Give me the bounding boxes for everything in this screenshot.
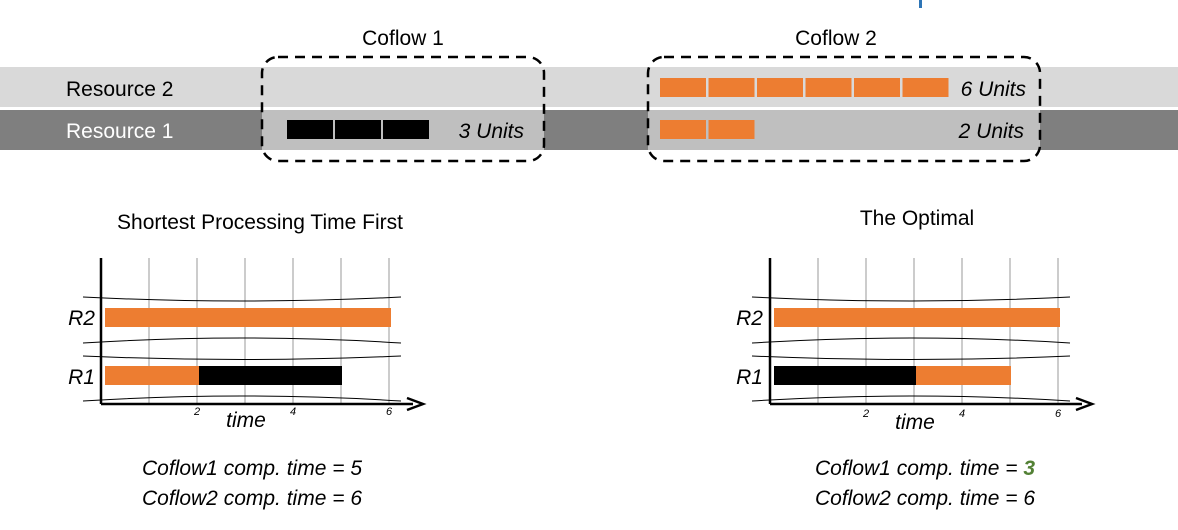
left-result2-prefix: Coflow2 comp. time = [142,487,350,510]
left-r2-label: R2 [68,307,95,330]
row-separator [82,355,402,360]
left-result-coflow2: Coflow2 comp. time = 6 [142,487,362,510]
row-separator [751,337,1071,344]
coflow2-r2-units-label: 6 Units [961,78,1027,101]
unit-block [805,78,852,97]
r2-bar [105,308,391,327]
coflow2-title: Coflow 2 [795,27,877,50]
unit-block [383,120,429,139]
resource2-label: Resource 2 [66,78,173,101]
right-tick-4: 4 [959,408,965,420]
right-result1-prefix: Coflow1 comp. time = [815,457,1023,480]
x-axis-arrowhead [406,396,427,412]
r1-bar [916,366,1011,385]
right-result-coflow2: Coflow2 comp. time = 6 [815,487,1035,510]
coflow2-resource2-units [660,78,949,97]
row-separator [751,296,1071,302]
row-separator [82,395,402,402]
row-separator [751,355,1071,360]
right-schedule-bars [774,308,1060,385]
left-result1-prefix: Coflow1 comp. time = [142,457,350,480]
coflow1-title: Coflow 1 [362,27,444,50]
coflow1-box [260,55,546,163]
right-result2-prefix: Coflow2 comp. time = [815,487,1023,510]
right-result1-value: 3 [1023,457,1035,480]
right-panel-title: The Optimal [860,207,974,230]
row-separator [82,296,402,302]
resource2-band [0,67,1178,107]
left-r1-label: R1 [68,366,95,389]
left-result2-value: 6 [350,487,362,510]
left-time-label: time [226,409,266,432]
r2-bar [774,308,1060,327]
coflow2-box [646,55,1042,163]
left-axes [99,258,427,412]
r1-bar [199,366,342,385]
right-axes [768,258,1096,412]
unit-block [708,78,755,97]
resource1-label: Resource 1 [66,120,173,143]
optimal-panel: The Optimal R2 R1 time 2 4 6 Coflow1 com… [736,207,1096,510]
r1-bar [105,366,199,385]
unit-block [287,120,333,139]
unit-block [335,120,381,139]
coflow1-resource1-units [287,120,429,139]
right-row-separators [751,296,1071,402]
x-axis-arrowhead [1075,396,1096,412]
right-r1-label: R1 [736,366,763,389]
row-separator [751,395,1071,402]
unit-block [854,78,900,97]
unit-block [708,120,755,139]
coflow2-r1-units-label: 2 Units [958,120,1025,143]
right-r2-label: R2 [736,307,763,330]
unit-block [902,78,949,97]
coflow1-r1-units-label: 3 Units [459,120,525,143]
accent-mark [919,0,922,8]
left-tick-4: 4 [290,406,296,418]
unit-block [757,78,803,97]
left-tick-2: 2 [193,406,200,418]
right-result-coflow1: Coflow1 comp. time = 3 [815,457,1035,480]
right-time-label: time [895,411,935,434]
right-tick-6: 6 [1055,408,1062,420]
left-result1-value: 5 [350,457,362,480]
left-schedule-bars [105,308,391,385]
coflow2-resource1-units [660,120,755,139]
right-tick-2: 2 [862,408,869,420]
unit-block [660,78,706,97]
left-tick-6: 6 [386,406,393,418]
row-separator [82,337,402,344]
left-panel-title: Shortest Processing Time First [117,211,403,234]
unit-block [660,120,706,139]
spt-first-panel: Shortest Processing Time First R2 R1 tim… [68,211,427,510]
r1-bar [774,366,916,385]
right-result2-value: 6 [1023,487,1035,510]
left-result-coflow1: Coflow1 comp. time = 5 [142,457,362,480]
left-row-separators [82,296,402,402]
